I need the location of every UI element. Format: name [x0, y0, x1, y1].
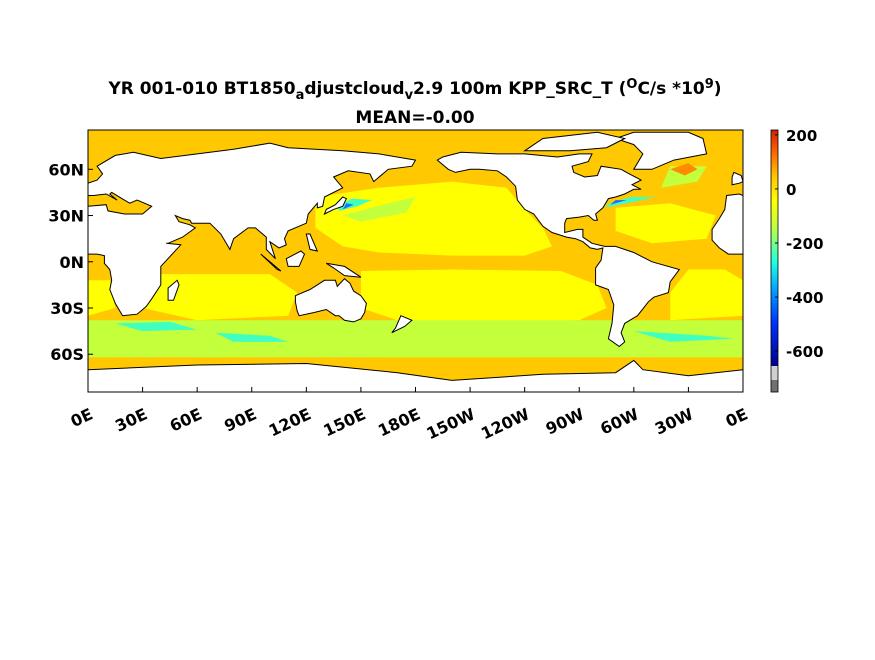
field-cyan: [215, 332, 289, 342]
x-tick-label: 120W: [478, 404, 533, 443]
title-part: ): [714, 79, 722, 99]
y-tick-label: 0N: [59, 253, 84, 272]
colorbar-tick-label: 200: [786, 127, 817, 145]
x-tick-label: 150E: [320, 404, 368, 440]
land-arctic-islands: [523, 131, 627, 152]
land-new-zealand: [391, 315, 413, 334]
land-greenland: [614, 131, 708, 170]
x-tick-label: 180E: [375, 404, 423, 440]
land-britain: [731, 171, 743, 186]
chart-title: YR 001-010 BT1850adjustcloudv2.9 100m KP…: [107, 77, 721, 102]
field-cyan: [115, 321, 198, 332]
y-tick-label: 30S: [50, 299, 84, 318]
x-tick-label: 150W: [423, 404, 478, 443]
y-tick-label: 60N: [48, 160, 84, 179]
field-green: [661, 166, 707, 188]
colorbar-tick-label: -400: [786, 289, 824, 307]
map-field: [88, 130, 743, 392]
colorbar-tick-label: -600: [786, 343, 824, 361]
field-orange: [670, 163, 698, 176]
land-americas: [436, 151, 681, 348]
x-tick-label: 120E: [266, 404, 314, 440]
title-part: 9: [705, 77, 714, 92]
x-tick-label: 90E: [221, 404, 259, 435]
colorbar-land: [771, 380, 778, 392]
x-tick-label: 60E: [167, 404, 205, 435]
field-yellow: [670, 269, 743, 321]
land-australia: [294, 278, 367, 323]
chart-subtitle: MEAN=-0.00: [355, 108, 474, 128]
land-sumatra: [260, 253, 282, 272]
title-part: djustcloud: [304, 79, 404, 99]
colorbar: [771, 130, 778, 366]
land-new-guinea: [326, 262, 362, 278]
x-tick-label: 0E: [723, 404, 751, 431]
field-blue: [610, 200, 627, 205]
x-tick-label: 0E: [68, 404, 96, 431]
field-yellow: [142, 274, 298, 321]
title-part: a: [296, 88, 305, 103]
field-cyan: [604, 197, 656, 208]
title-part: 2.9 100m KPP_SRC_T (: [413, 79, 626, 99]
land-eurasia-africa: [88, 142, 417, 317]
field-yellow: [615, 203, 716, 244]
land-philippines: [305, 233, 319, 252]
x-tick-label: 90W: [543, 404, 588, 438]
field-blue: [342, 203, 354, 210]
field-green: [342, 197, 416, 222]
title-part: O: [626, 77, 637, 92]
x-tick-label: 30W: [652, 404, 697, 438]
title-part: v: [405, 88, 414, 103]
land-japan: [323, 196, 348, 216]
field-yellow: [88, 280, 116, 316]
y-tick-label: 30N: [48, 207, 84, 226]
colorbar-frame: [770, 129, 779, 393]
colorbar-tick-label: -200: [786, 235, 824, 253]
y-tick-label: 60S: [50, 345, 84, 364]
land-antarctica: [88, 359, 743, 392]
field-cyan: [633, 331, 734, 342]
title-part: C/s *10: [637, 79, 704, 99]
title-part: YR 001-010 BT1850: [107, 79, 295, 99]
field-yellow: [360, 269, 607, 324]
land-madagascar: [167, 279, 180, 301]
land-borneo: [285, 250, 306, 267]
field-yellow: [315, 181, 552, 256]
x-tick-label: 60W: [597, 404, 642, 438]
x-tick-label: 30E: [112, 404, 150, 435]
field-green: [360, 323, 616, 358]
colorbar-missing: [771, 366, 778, 380]
land-west-africa: [711, 193, 743, 255]
colorbar-tick-label: 0: [786, 181, 796, 199]
